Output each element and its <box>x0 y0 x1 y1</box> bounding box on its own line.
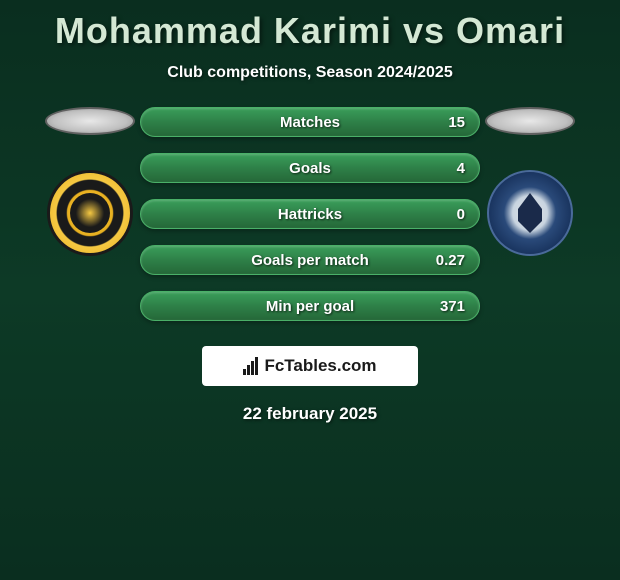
stats-area: . Matches 15 . Goals 4 . Hattricks 0 . G… <box>0 107 620 321</box>
player-left-club-logo <box>47 170 133 256</box>
player-left-column <box>40 107 140 256</box>
comparison-container: Mohammad Karimi vs Omari Club competitio… <box>0 0 620 434</box>
stat-bar-min-per-goal: . Min per goal 371 <box>140 291 480 321</box>
stat-bar-goals-per-match: . Goals per match 0.27 <box>140 245 480 275</box>
stat-right-value: 0.27 <box>435 252 465 269</box>
player-right-club-logo <box>487 170 573 256</box>
player-left-photo <box>45 107 135 135</box>
stats-column: . Matches 15 . Goals 4 . Hattricks 0 . G… <box>140 107 480 321</box>
stat-label: Goals <box>289 160 331 177</box>
stat-bar-goals: . Goals 4 <box>140 153 480 183</box>
subtitle: Club competitions, Season 2024/2025 <box>0 64 620 82</box>
player-right-column <box>480 107 580 256</box>
stat-right-value: 4 <box>435 160 465 177</box>
stat-label: Matches <box>280 114 340 131</box>
stat-bar-matches: . Matches 15 <box>140 107 480 137</box>
page-title: Mohammad Karimi vs Omari <box>0 10 620 52</box>
brand-text: FcTables.com <box>264 356 376 376</box>
date-text: 22 february 2025 <box>0 404 620 424</box>
stat-label: Hattricks <box>278 206 342 223</box>
stat-right-value: 0 <box>435 206 465 223</box>
stat-right-value: 15 <box>435 114 465 131</box>
player-right-photo <box>485 107 575 135</box>
stat-label: Min per goal <box>266 298 354 315</box>
stat-label: Goals per match <box>251 252 369 269</box>
stat-bar-hattricks: . Hattricks 0 <box>140 199 480 229</box>
brand-box[interactable]: FcTables.com <box>202 346 418 386</box>
stat-right-value: 371 <box>435 298 465 315</box>
chart-icon <box>243 357 258 375</box>
